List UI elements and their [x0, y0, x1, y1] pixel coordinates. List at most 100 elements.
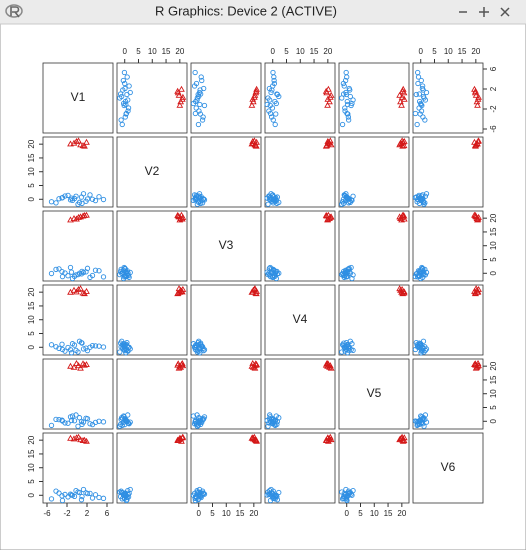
point	[474, 359, 482, 366]
point	[120, 77, 126, 84]
panel-border	[412, 432, 484, 504]
point	[84, 196, 91, 202]
point	[68, 492, 75, 498]
point	[48, 342, 55, 348]
point	[197, 101, 203, 108]
point	[400, 137, 408, 144]
close-button[interactable]	[500, 7, 510, 17]
x-tick-label: 0	[196, 509, 201, 518]
point	[196, 486, 203, 493]
point	[87, 274, 93, 281]
y-tick-label: 15	[27, 301, 36, 310]
panel-border	[338, 210, 410, 282]
y-tick-label: 10	[27, 463, 36, 472]
point	[274, 200, 280, 207]
x-tick-label: 15	[458, 47, 467, 56]
point	[420, 338, 427, 344]
point	[341, 83, 347, 89]
point	[124, 74, 130, 80]
point	[474, 137, 482, 144]
point	[121, 419, 128, 425]
point	[343, 344, 349, 350]
point	[84, 490, 91, 497]
point	[349, 275, 355, 282]
point	[474, 215, 482, 222]
point	[68, 417, 75, 424]
y-tick-label: 6	[489, 66, 498, 71]
point	[79, 268, 85, 275]
point	[251, 285, 259, 292]
x-tick-label: 15	[236, 509, 245, 518]
point	[123, 350, 129, 356]
point	[418, 77, 424, 84]
panel-border	[264, 284, 336, 356]
point	[420, 345, 426, 352]
point	[192, 110, 199, 117]
point	[68, 350, 75, 356]
point	[127, 89, 133, 96]
point	[399, 211, 407, 218]
point	[324, 101, 331, 108]
point	[347, 270, 353, 276]
point	[84, 416, 91, 422]
point	[267, 264, 273, 271]
diagonal-label: V4	[293, 312, 308, 326]
point	[199, 117, 206, 123]
y-tick-label: 0	[27, 345, 36, 350]
point	[117, 421, 124, 427]
point	[48, 199, 55, 205]
point	[266, 265, 273, 271]
point	[412, 110, 419, 117]
window-controls[interactable]	[459, 7, 510, 17]
point	[175, 364, 183, 371]
point	[73, 137, 80, 144]
point	[265, 201, 271, 207]
panel-border	[42, 210, 114, 282]
point	[199, 77, 205, 84]
maximize-button[interactable]	[479, 7, 489, 17]
point	[73, 288, 80, 295]
y-tick-label: 10	[489, 389, 498, 398]
point	[472, 91, 480, 98]
point	[343, 486, 349, 493]
point	[253, 85, 260, 92]
y-tick-label: 5	[27, 479, 36, 484]
point	[194, 95, 200, 101]
point	[269, 105, 276, 111]
point	[344, 492, 351, 498]
point	[347, 338, 353, 344]
panel-border	[264, 358, 336, 430]
point	[125, 412, 131, 418]
point	[267, 412, 273, 418]
point	[198, 74, 204, 80]
point	[80, 191, 87, 197]
point	[191, 83, 198, 89]
point	[117, 340, 124, 346]
panel-border	[338, 284, 410, 356]
point	[472, 361, 479, 368]
point	[398, 101, 405, 108]
point	[344, 98, 350, 105]
point	[123, 101, 129, 108]
point	[422, 272, 429, 278]
point	[123, 110, 130, 117]
diagonal-label: V3	[219, 238, 234, 252]
x-tick-label: 5	[284, 47, 289, 56]
diagonal-label: V1	[71, 90, 86, 104]
point	[270, 83, 276, 89]
window-title: R Graphics: Device 2 (ACTIVE)	[155, 3, 337, 18]
point	[422, 412, 429, 418]
point	[423, 269, 430, 276]
x-tick-label: 15	[310, 47, 319, 56]
point	[123, 269, 129, 275]
point	[81, 290, 88, 297]
point	[347, 93, 353, 100]
point	[174, 361, 182, 368]
point	[399, 85, 407, 92]
point	[122, 85, 128, 92]
point	[81, 211, 88, 218]
point	[322, 436, 330, 443]
point	[194, 487, 200, 494]
panel-border	[412, 136, 484, 208]
